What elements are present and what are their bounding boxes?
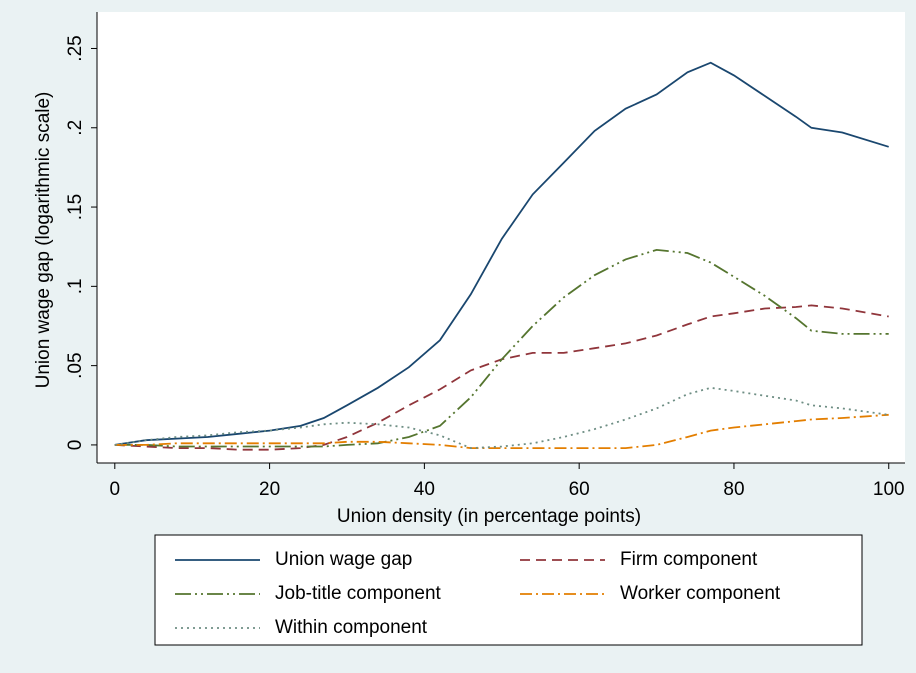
legend	[154, 534, 863, 646]
series-line	[114, 61, 889, 446]
x-tick-label: 20	[259, 479, 280, 500]
legend-label: Firm component	[620, 549, 758, 570]
x-tick-label: 100	[873, 479, 905, 500]
y-axis-title: Union wage gap (logarithmic scale)	[33, 92, 54, 389]
plot-area	[97, 12, 905, 463]
x-axis-title: Union density (in percentage points)	[337, 506, 641, 527]
y-tick-label: 0	[65, 440, 86, 451]
x-tick-label: 60	[569, 479, 590, 500]
series-line	[114, 386, 889, 450]
y-tick-label: .15	[65, 194, 86, 220]
legend-label: Worker component	[620, 583, 781, 604]
y-tick-label: .2	[65, 120, 86, 136]
legend-label: Within component	[275, 617, 428, 638]
series-line	[114, 413, 889, 450]
legend-label: Union wage gap	[275, 549, 412, 570]
x-tick-label: 80	[723, 479, 744, 500]
legend-label: Job-title component	[275, 583, 442, 604]
series-line	[114, 248, 889, 448]
y-tick-label: .05	[65, 352, 86, 378]
x-tick-label: 40	[414, 479, 435, 500]
y-tick-label: .1	[65, 278, 86, 294]
x-tick-label: 0	[110, 479, 121, 500]
y-tick-label: .25	[65, 35, 86, 61]
